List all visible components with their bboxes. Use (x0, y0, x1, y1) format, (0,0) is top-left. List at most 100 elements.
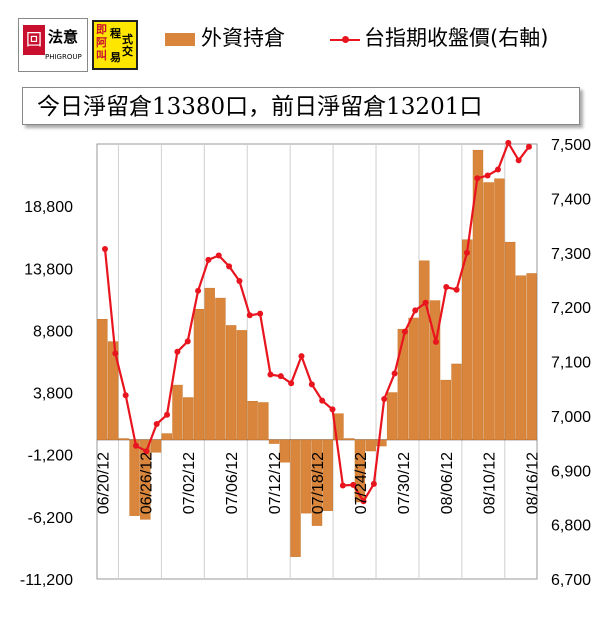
right-axis-tick-label: 7,400 (551, 191, 591, 208)
bar (354, 439, 366, 503)
index-point (515, 157, 522, 164)
bar (419, 260, 430, 441)
index-point (143, 448, 150, 455)
x-axis-tick-label: 08/06/12 (439, 452, 456, 514)
right-axis-tick-label: 7,200 (551, 300, 591, 317)
bar (397, 328, 409, 441)
bar (408, 317, 419, 441)
x-axis-tick-label: 06/20/12 (95, 452, 112, 514)
index-point (298, 353, 305, 360)
index-point (226, 263, 233, 270)
bar (483, 182, 494, 441)
index-point (391, 370, 398, 377)
bar (494, 178, 505, 441)
index-point (474, 175, 481, 182)
left-axis-tick-label: -6,200 (28, 510, 73, 527)
index-point (432, 338, 439, 345)
x-axis-tick-label: 08/10/12 (482, 452, 499, 514)
logo-glyph: 即 (96, 23, 107, 36)
index-point (443, 284, 450, 291)
index-point (370, 480, 377, 487)
legend-bars-label: 外資持倉 (201, 26, 285, 50)
faeyi-logo: 回 法意 PHIGROUP (18, 18, 88, 72)
faeyi-logo-sub: PHIGROUP (45, 53, 82, 61)
bar (504, 241, 516, 441)
bar (150, 439, 162, 453)
index-point (236, 278, 243, 285)
x-axis-tick-label: 06/26/12 (138, 452, 155, 514)
bar (193, 309, 205, 441)
index-point (112, 350, 119, 357)
bar (322, 439, 333, 511)
index-point (153, 421, 160, 428)
x-axis-tick-label: 07/12/12 (267, 452, 284, 514)
x-axis-tick-label: 07/02/12 (181, 452, 198, 514)
right-axis-tick-label: 7,000 (551, 409, 591, 426)
bar (333, 413, 344, 441)
index-point (350, 481, 357, 488)
right-axis-tick-label: 6,900 (551, 463, 591, 480)
logo-glyph: 易 (110, 51, 121, 64)
bar (118, 438, 130, 441)
bar (247, 401, 258, 441)
index-point (288, 380, 295, 387)
index-point (494, 166, 501, 173)
bar (472, 149, 484, 441)
index-point (360, 498, 367, 505)
index-point (257, 310, 264, 317)
index-point (122, 392, 129, 399)
bar (451, 363, 462, 441)
left-axis-tick-label: 18,800 (24, 199, 73, 216)
program-trading-logo: 即 阿 叫 程 式 交 易 (92, 20, 138, 70)
index-point (484, 172, 491, 179)
index-point (339, 482, 346, 489)
bar (279, 439, 290, 463)
faeyi-logo-mark: 回 (23, 25, 45, 55)
bar (97, 318, 108, 441)
bar (258, 402, 269, 441)
index-point (453, 286, 460, 293)
bar (140, 439, 151, 520)
x-axis-tick-label: 08/16/12 (525, 452, 542, 514)
index-point (308, 381, 315, 388)
index-point (246, 312, 253, 319)
net-position-info-box: 今日淨留倉13380口，前日淨留倉13201口 (22, 87, 580, 125)
bar (429, 300, 441, 441)
bar (376, 439, 387, 447)
index-point (215, 252, 222, 259)
index-line (103, 140, 530, 504)
net-position-text: 今日淨留倉13380口，前日淨留倉13201口 (37, 94, 483, 120)
bar (183, 397, 194, 441)
index-point (505, 139, 512, 146)
x-axis-tick-label: 07/24/12 (353, 452, 370, 514)
right-axis-tick-label: 7,500 (551, 137, 591, 154)
logo-glyph: 阿 (96, 36, 107, 49)
legend-bar-swatch (165, 32, 195, 46)
bar (344, 438, 355, 441)
index-point (412, 307, 419, 314)
bar (172, 384, 183, 441)
index-point (205, 256, 212, 263)
left-axis-tick-label: 3,800 (33, 386, 73, 403)
right-axis-tick-label: 6,700 (551, 572, 591, 589)
index-point (195, 287, 202, 294)
bar (290, 439, 301, 557)
bar (515, 275, 527, 441)
bar (386, 392, 398, 441)
index-point (102, 245, 108, 252)
legend-item-bars: 外資持倉 (165, 22, 285, 52)
index-point (381, 396, 388, 403)
index-point (422, 299, 429, 306)
bar (526, 273, 537, 441)
index-point (463, 249, 470, 256)
bar (365, 439, 376, 452)
x-axis-tick-label: 07/06/12 (224, 452, 241, 514)
index-point (277, 373, 284, 380)
index-point (164, 411, 171, 418)
left-axis-tick-label: -11,200 (20, 572, 73, 589)
x-axis-tick-label: 07/30/12 (396, 452, 413, 514)
bar (311, 439, 323, 526)
index-point (329, 406, 336, 413)
right-axis-tick-label: 7,300 (551, 246, 591, 263)
